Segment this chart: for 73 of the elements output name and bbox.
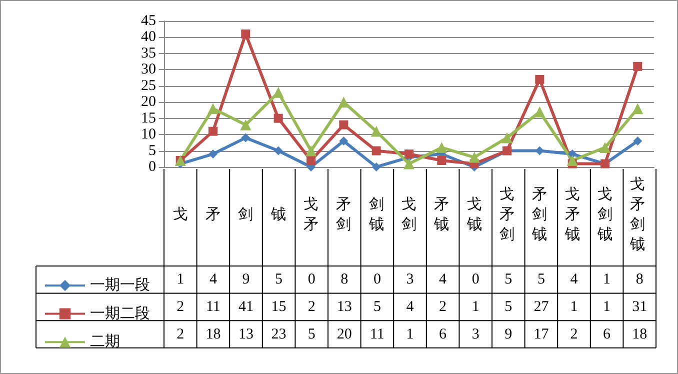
legend-label: 一期二段 [90, 304, 150, 322]
data-label: 2 [176, 326, 184, 342]
data-label: 5 [504, 272, 512, 288]
data-label: 1 [472, 298, 480, 315]
data-label: 11 [206, 298, 220, 315]
y-tick-label: 5 [148, 142, 156, 159]
x-tick-label: 戈 矛 剑 钺 [629, 176, 646, 253]
data-label: 3 [472, 326, 480, 342]
legend-label: 二期 [90, 333, 120, 350]
data-label: 11 [370, 326, 384, 342]
data-label: 4 [439, 272, 448, 288]
data-label: 0 [308, 272, 316, 288]
x-tick-label: 戈矛剑 [500, 186, 514, 243]
y-tick-label: 20 [141, 94, 156, 110]
data-label: 5 [308, 326, 316, 342]
data-label: 1 [570, 298, 578, 315]
data-label: 1 [603, 272, 611, 288]
x-tick-label: 戈矛 [304, 196, 318, 233]
data-label: 18 [632, 326, 648, 342]
data-label: 41 [238, 298, 254, 315]
x-tick-label: 剑钺 [368, 196, 384, 233]
x-tick-label: 戈矛钺 [564, 186, 580, 243]
data-label: 5 [275, 272, 283, 288]
y-tick-label: 0 [148, 159, 156, 175]
legend-label: 一期一段 [90, 276, 150, 294]
data-label: 3 [406, 272, 414, 288]
data-label: 15 [271, 298, 286, 315]
data-label: 9 [504, 326, 512, 342]
x-tick-label: 钺 [270, 206, 286, 223]
x-tick-label: 戈 [172, 206, 188, 223]
x-tick-label: 矛钺 [433, 197, 450, 233]
data-label: 2 [176, 298, 184, 315]
y-tick-label: 25 [141, 78, 156, 94]
y-tick-label: 35 [141, 45, 156, 62]
data-label: 1 [406, 326, 414, 342]
data-label: 4 [209, 272, 218, 288]
data-label: 0 [373, 272, 381, 288]
x-tick-label: 剑 [238, 206, 254, 223]
data-label: 31 [632, 298, 648, 315]
x-tick-label: 戈剑钺 [596, 186, 612, 243]
data-label: 9 [242, 272, 250, 288]
y-tick-label: 10 [141, 126, 156, 143]
data-label: 13 [336, 298, 352, 315]
data-label: 1 [603, 298, 611, 315]
data-label: 5 [537, 272, 545, 288]
data-label: 17 [534, 326, 550, 342]
data-label: 20 [336, 326, 352, 342]
data-label: 8 [340, 272, 348, 288]
data-label: 0 [472, 272, 480, 288]
data-label: 2 [570, 326, 578, 342]
data-label: 27 [534, 298, 550, 315]
data-label: 23 [271, 326, 286, 342]
x-tick-label: 矛剑钺 [531, 187, 548, 243]
y-tick-label: 15 [141, 110, 156, 126]
data-label: 5 [504, 298, 512, 315]
y-tick-label: 30 [141, 62, 156, 78]
data-label: 8 [636, 272, 644, 288]
data-label: 1 [176, 272, 184, 288]
y-tick-label: 45 [141, 13, 156, 29]
data-label: 2 [308, 298, 316, 315]
y-tick-label: 40 [141, 29, 156, 46]
x-tick-label: 矛剑 [336, 197, 352, 233]
x-tick-label: 戈剑 [402, 196, 416, 233]
data-label: 4 [570, 272, 578, 288]
data-label: 2 [439, 298, 447, 315]
data-label: 6 [439, 326, 448, 342]
data-label: 5 [373, 298, 381, 315]
x-tick-label: 矛 [206, 207, 220, 223]
data-label: 6 [603, 326, 612, 342]
data-label: 18 [206, 326, 221, 342]
x-tick-label: 戈钺 [466, 196, 482, 233]
data-label: 4 [406, 298, 414, 315]
data-label: 13 [238, 326, 254, 342]
